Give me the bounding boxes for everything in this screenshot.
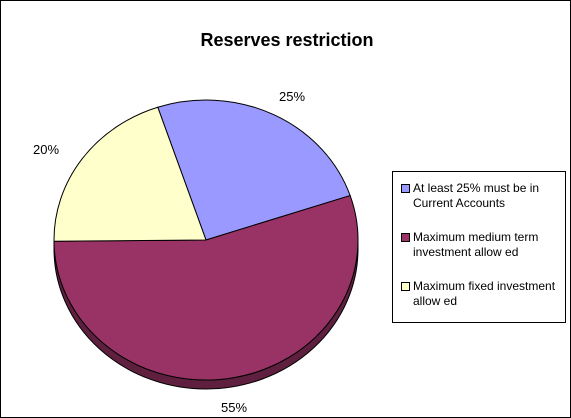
legend-label-fixed: Maximum fixed investment allow ed bbox=[413, 279, 556, 308]
chart-title: Reserves restriction bbox=[200, 30, 373, 50]
slice-label-current-accounts: 25% bbox=[279, 89, 305, 104]
pie-slice-2 bbox=[53, 106, 207, 242]
legend-label-current-accounts: At least 25% must be in Current Accounts bbox=[413, 181, 540, 210]
slice-label-medium-term: 55% bbox=[221, 400, 247, 415]
chart-legend: At least 25% must be in Current Accounts… bbox=[392, 171, 566, 323]
legend-swatch-medium-term bbox=[401, 233, 410, 242]
legend-swatch-fixed bbox=[401, 282, 410, 291]
legend-label-medium-term: Maximum medium term investment allow ed bbox=[413, 230, 539, 259]
pie-slice-0 bbox=[157, 99, 351, 241]
legend-swatch-current-accounts bbox=[401, 184, 410, 193]
slice-label-fixed: 20% bbox=[33, 142, 59, 157]
pie-slice-1 bbox=[53, 194, 359, 381]
